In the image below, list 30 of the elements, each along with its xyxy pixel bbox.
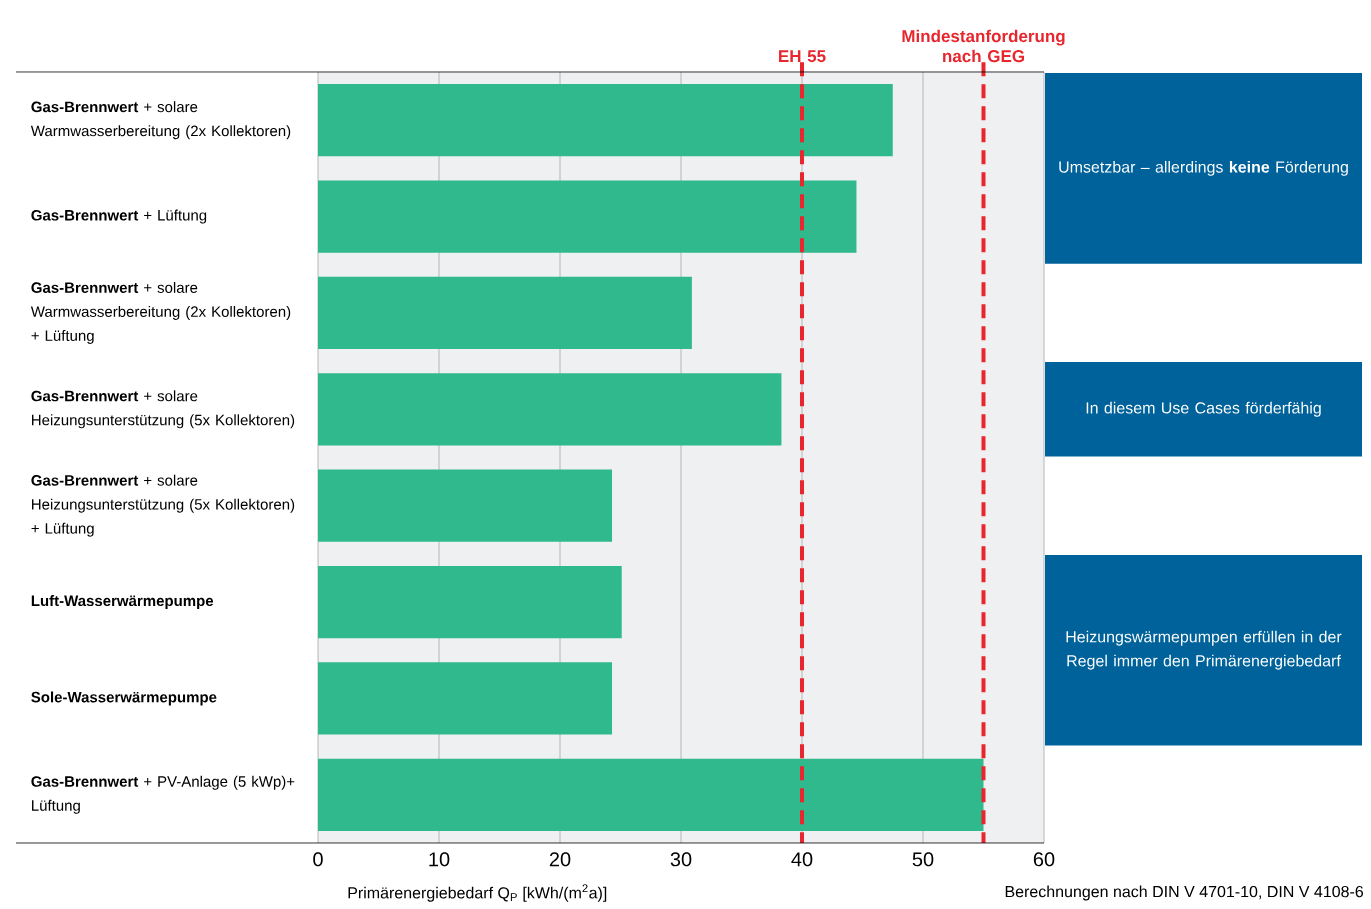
- x-tick-label: 10: [429, 852, 450, 867]
- bar: [318, 565, 622, 639]
- x-tick-label: 60: [1033, 852, 1055, 867]
- text: Umsetzbar – allerdings keine Förderung: [1059, 160, 1348, 176]
- y-tick-label: Luft-Wasserwärmepumpe: [31, 595, 214, 610]
- bar: [318, 373, 782, 446]
- y-tick-label: Gas-Brennwert + solare Heizungsunterstützung (5x Kollektoren) + Lüftung: [31, 474, 295, 537]
- bar: [318, 662, 613, 735]
- x-tick-label: 30: [670, 852, 692, 867]
- x-tick-label: 20: [549, 852, 571, 867]
- y-tick-label: Gas-Brennwert + solare Warmwasserbereitung (2x Kollektoren): [30, 101, 291, 140]
- x-tick-label: 50: [912, 852, 934, 867]
- y-tick-label: Gas-Brennwert + solare Heizungsunterstützung (5x Kollektoren): [31, 390, 295, 429]
- bar: [318, 84, 893, 157]
- y-tick-label: Gas-Brennwert + solare Warmwasserbereitung (2x Kollektoren) + Lüftung: [30, 281, 291, 344]
- bar: [318, 758, 984, 831]
- y-tick-label: Gas-Brennwert + Lüftung: [31, 209, 207, 224]
- text: Berechnungen nach DIN V 4701-10, DIN V 4108-6: [1005, 885, 1364, 901]
- category-label: Gas-Brennwert + PV-Anlage (5 kWp)+ Lüftung: [31, 775, 295, 814]
- x-tick-label: 40: [791, 852, 813, 867]
- text: In diesem Use Cases förderfähig: [1086, 401, 1321, 417]
- ref-line-label: Mindestanforderung nach GEG: [902, 29, 1065, 63]
- bar: [318, 469, 613, 542]
- x-axis-title: Primärenergiebedarf Q$_{P}$ [kWh/(m$^{2}$a)]: [348, 884, 607, 902]
- x-tick-label: 0: [313, 852, 323, 867]
- ref-line-label: EH 55: [779, 50, 826, 63]
- bar: [318, 276, 692, 350]
- bar: [318, 180, 857, 253]
- y-tick-label: Sole-Wasserwärmepumpe: [31, 691, 217, 706]
- text: Heizungswärmepumpen erfüllen in der Regel immer den Primärenergiebedarf: [1066, 630, 1342, 670]
